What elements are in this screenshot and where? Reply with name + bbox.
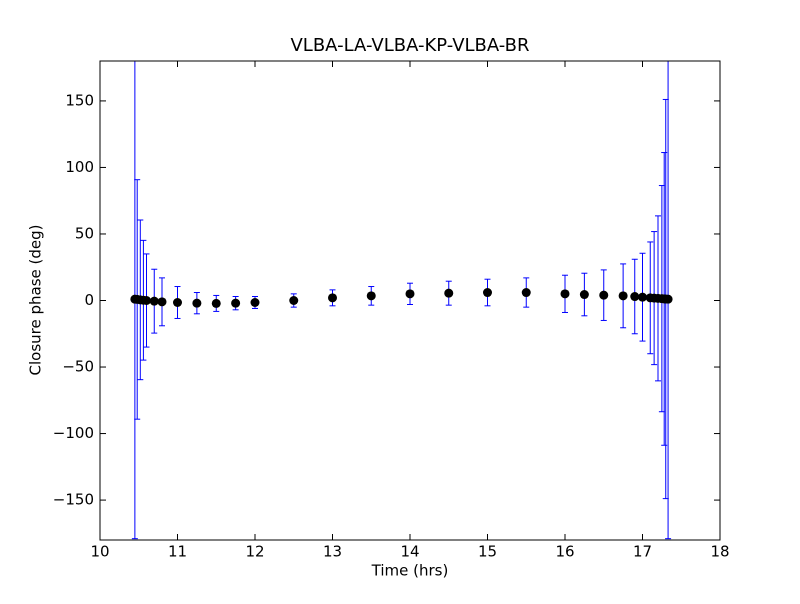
data-point — [173, 297, 182, 307]
y-tick-label: 0 — [84, 291, 94, 309]
chart-title: VLBA-LA-VLBA-KP-VLBA-BR — [290, 35, 529, 56]
data-point — [149, 296, 159, 306]
x-tick-label: 15 — [478, 543, 497, 561]
data-point — [521, 288, 531, 298]
data-point — [630, 292, 640, 302]
data-point — [192, 298, 202, 308]
data-point — [250, 297, 260, 307]
x-tick-label: 17 — [633, 543, 652, 561]
y-tick-label: 150 — [65, 91, 94, 109]
data-point — [560, 289, 570, 299]
data-point — [618, 291, 628, 301]
y-tick-label: 100 — [65, 158, 94, 176]
data-point — [405, 289, 415, 299]
data-point — [328, 293, 337, 303]
x-tick-label: 14 — [400, 543, 419, 561]
data-point — [579, 290, 589, 300]
data-point — [444, 288, 454, 298]
x-tick-label: 16 — [555, 543, 574, 561]
data-point — [599, 290, 609, 300]
data-point — [211, 298, 221, 308]
y-tick-label: −150 — [53, 491, 94, 509]
y-tick-label: −100 — [53, 424, 94, 442]
data-point — [157, 297, 167, 307]
data-point — [289, 296, 299, 305]
x-axis-label: Time (hrs) — [371, 562, 449, 580]
y-tick-label: 50 — [75, 224, 94, 242]
x-tick-label: 13 — [323, 543, 342, 561]
data-point — [638, 292, 647, 302]
data-point — [231, 298, 241, 308]
data-point — [366, 291, 376, 301]
x-tick-label: 18 — [710, 543, 729, 561]
y-tick-label: −50 — [62, 358, 94, 376]
plot-area — [130, 61, 673, 540]
x-tick-label: 12 — [245, 543, 264, 561]
data-point — [663, 294, 673, 304]
data-point — [483, 288, 492, 298]
data-point — [142, 296, 151, 305]
x-tick-label: 11 — [168, 543, 187, 561]
y-axis-label: Closure phase (deg) — [27, 225, 45, 376]
x-tick-label: 10 — [90, 543, 109, 561]
